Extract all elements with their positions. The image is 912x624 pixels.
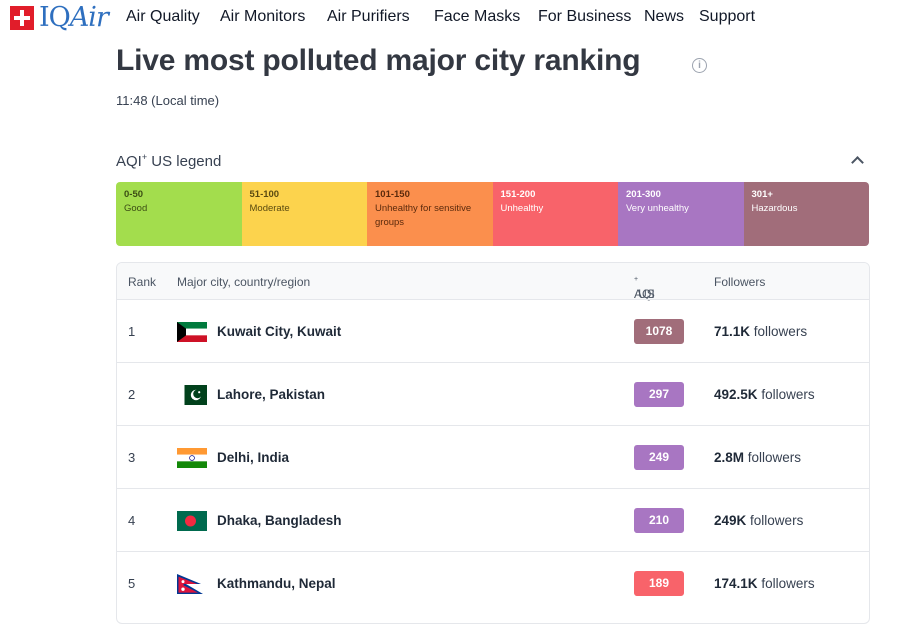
aqi-legend-bar: 0-50 Good 51-100 Moderate 101-150 Unheal… — [116, 182, 869, 246]
header-aqi-sup: + — [634, 276, 639, 283]
followers-count: 492.5K followers — [714, 387, 815, 402]
followers-number: 174.1K — [714, 576, 758, 591]
logo-text: IQAir — [39, 2, 109, 33]
rank-number: 5 — [128, 576, 136, 591]
followers-word: followers — [761, 387, 815, 402]
rank-number: 4 — [128, 513, 136, 528]
header-city[interactable]: Major city, country/region — [177, 275, 311, 289]
nav-air-quality[interactable]: Air Quality — [126, 8, 200, 25]
rank-number: 3 — [128, 450, 136, 465]
header-aqi-suffix: US — [638, 287, 655, 301]
followers-word: followers — [753, 324, 808, 339]
info-icon[interactable]: i — [692, 58, 707, 73]
nav-support[interactable]: Support — [699, 8, 756, 25]
legend-range: 0-50 — [124, 189, 144, 200]
aqi-badge: 210 — [634, 508, 684, 533]
nav-for-business[interactable]: For Business — [538, 8, 632, 25]
page-title: Live most polluted major city ranking — [116, 44, 641, 77]
legend-title-sup: + — [141, 152, 148, 162]
india-flag-icon — [177, 448, 207, 468]
table-row[interactable]: 2 Lahore, Pakistan 297 492.5K followers — [117, 362, 869, 426]
table-row[interactable]: 5 Kathmandu, Nepal 189 174.1K followers — [117, 551, 869, 615]
header-followers[interactable]: Followers — [714, 275, 766, 289]
followers-word: followers — [750, 513, 804, 528]
table-row[interactable]: 4 Dhaka, Bangladesh 210 249K followers — [117, 488, 869, 552]
table-header: Rank Major city, country/region AQI + US … — [117, 263, 869, 301]
followers-number: 492.5K — [714, 387, 758, 402]
legend-title: AQI+ US legend — [116, 152, 221, 170]
legend-title-suffix: US legend — [147, 153, 222, 170]
legend-label: Moderate — [249, 203, 290, 214]
bangladesh-flag-icon — [177, 511, 207, 531]
logo-air: Air — [69, 2, 109, 33]
aqi-badge: 249 — [634, 445, 684, 470]
nav-news[interactable]: News — [644, 8, 685, 25]
legend-title-aqi: AQI — [116, 153, 142, 170]
legend-hazardous: 301+ Hazardous — [743, 182, 869, 246]
aqi-badge: 297 — [634, 382, 684, 407]
swiss-flag-icon — [10, 6, 34, 30]
legend-label: Unhealthy — [500, 203, 544, 214]
header-aqi-text: AQI — [634, 287, 655, 301]
followers-count: 2.8M followers — [714, 450, 801, 465]
followers-number: 71.1K — [714, 324, 751, 339]
legend-very-unhealthy: 201-300 Very unhealthy — [618, 182, 744, 246]
legend-label: Hazardous — [751, 203, 798, 214]
iqair-logo[interactable]: IQAir — [10, 2, 109, 33]
legend-range: 201-300 — [626, 189, 661, 200]
followers-count: 71.1K followers — [714, 324, 807, 339]
city-name-link[interactable]: Kuwait City, Kuwait — [217, 324, 342, 339]
table-row[interactable]: 3 Delhi, India 249 2.8M followers — [117, 425, 869, 489]
nepal-flag-icon — [177, 574, 207, 594]
rank-number: 2 — [128, 387, 136, 402]
legend-range: 301+ — [751, 189, 773, 200]
chevron-up-icon[interactable] — [849, 152, 867, 168]
kuwait-flag-icon — [177, 322, 207, 342]
nav-air-purifiers[interactable]: Air Purifiers — [327, 8, 410, 25]
followers-count: 249K followers — [714, 513, 803, 528]
legend-range: 51-100 — [249, 189, 280, 200]
table-row[interactable]: 1 Kuwait City, Kuwait 1078 71.1K followe… — [117, 299, 869, 363]
followers-number: 249K — [714, 513, 747, 528]
nav-face-masks[interactable]: Face Masks — [434, 8, 521, 25]
city-name-link[interactable]: Dhaka, Bangladesh — [217, 513, 342, 528]
logo-iq: IQ — [39, 2, 71, 33]
followers-count: 174.1K followers — [714, 576, 815, 591]
header-rank[interactable]: Rank — [128, 275, 157, 289]
nav-air-monitors[interactable]: Air Monitors — [220, 8, 306, 25]
legend-label: Very unhealthy — [626, 203, 689, 214]
ranking-table: Rank Major city, country/region AQI + US … — [116, 262, 870, 624]
followers-word: followers — [747, 450, 802, 465]
legend-moderate: 51-100 Moderate — [241, 182, 367, 246]
legend-label: Good — [124, 203, 148, 214]
legend-good: 0-50 Good — [116, 182, 242, 246]
header-aqi[interactable]: AQI + US — [634, 275, 655, 301]
legend-label: Unhealthy for sensitive groups — [375, 203, 472, 228]
rank-number: 1 — [128, 324, 136, 339]
legend-unhealthy-sensitive: 101-150 Unhealthy for sensitive groups — [367, 182, 493, 246]
city-name-link[interactable]: Kathmandu, Nepal — [217, 576, 336, 591]
followers-number: 2.8M — [714, 450, 745, 465]
pakistan-flag-icon — [177, 385, 207, 405]
legend-unhealthy: 151-200 Unhealthy — [492, 182, 618, 246]
aqi-badge: 189 — [634, 571, 684, 596]
local-time: 11:48 (Local time) — [116, 93, 220, 108]
followers-word: followers — [761, 576, 815, 591]
legend-range: 101-150 — [375, 189, 410, 200]
legend-range: 151-200 — [500, 189, 536, 200]
city-name-link[interactable]: Delhi, India — [217, 450, 290, 465]
city-name-link[interactable]: Lahore, Pakistan — [217, 387, 326, 402]
aqi-badge: 1078 — [634, 319, 684, 344]
top-navigation-bar: IQAir Air Quality Air Monitors Air Purif… — [0, 0, 912, 36]
